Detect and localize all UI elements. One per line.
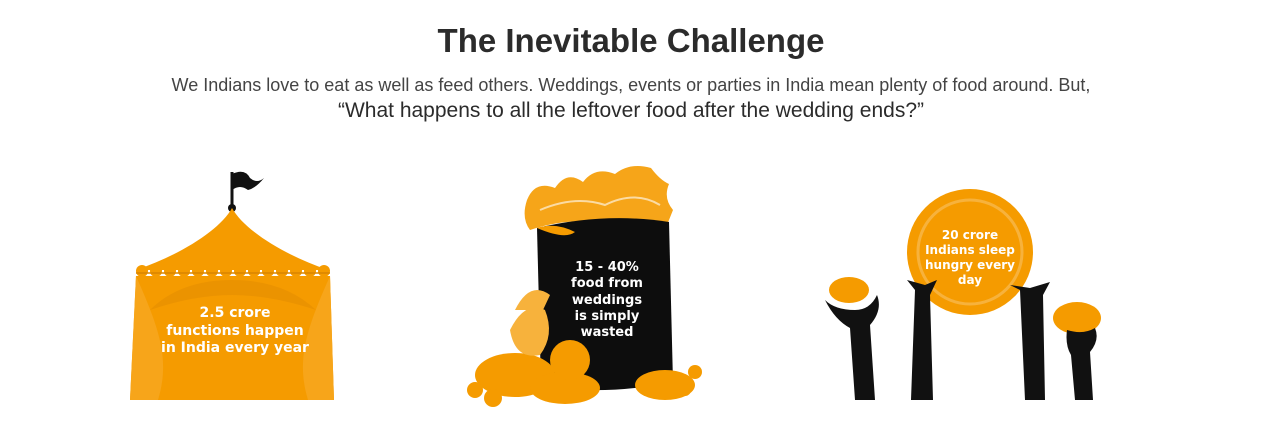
tent-icon (130, 171, 334, 400)
section-intro: We Indians love to eat as well as feed o… (171, 75, 1091, 95)
food-waste-bin-icon (467, 166, 702, 407)
caption-line: wasted (580, 325, 634, 340)
caption-line: functions happen (166, 322, 304, 339)
caption-line: in India every year (161, 340, 309, 356)
section-title: The Inevitable Challenge (437, 22, 825, 59)
caption-line: day (957, 273, 983, 287)
caption-line: food from (571, 276, 643, 292)
caption-line: Indians sleep (925, 243, 1015, 257)
stat-hunger: 20 crore Indians sleep hungry every day (815, 160, 1115, 410)
hungry-hands-icon (825, 189, 1101, 400)
caption-line: 20 crore (941, 228, 999, 242)
caption-line: hungry every (925, 258, 1015, 272)
stat-functions-caption: 2.5 crore functions happen in India ever… (140, 305, 330, 358)
stat-hunger-caption: 20 crore Indians sleep hungry every day (910, 228, 1030, 288)
stat-food-waste: 15 - 40% food from weddings is simply wa… (455, 160, 715, 410)
caption-line: weddings (571, 292, 643, 308)
caption-line: is simply (574, 308, 640, 324)
stat-food-waste-caption: 15 - 40% food from weddings is simply wa… (547, 260, 667, 341)
stat-functions: 2.5 crore functions happen in India ever… (120, 160, 350, 410)
caption-line: 15 - 40% (575, 260, 639, 275)
caption-line: 2.5 crore (199, 305, 271, 321)
section-question: “What happens to all the leftover food a… (337, 99, 925, 122)
